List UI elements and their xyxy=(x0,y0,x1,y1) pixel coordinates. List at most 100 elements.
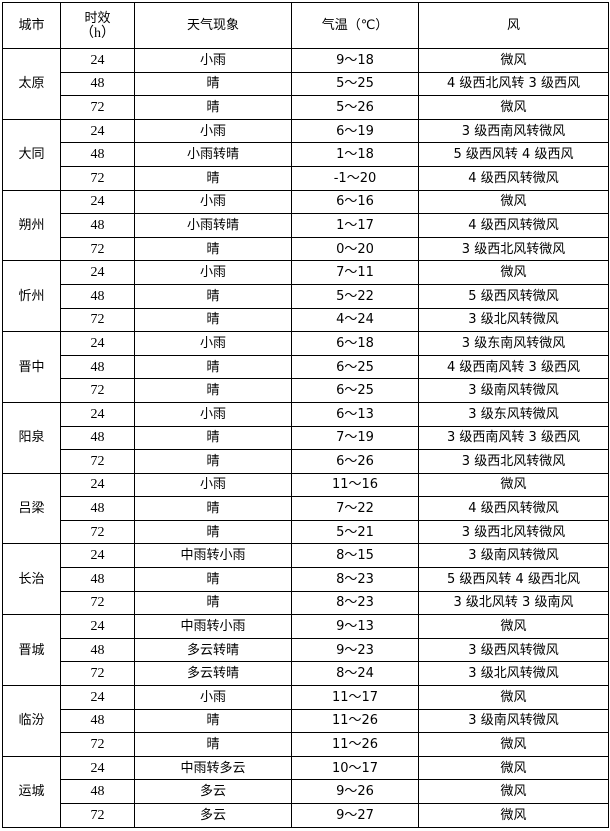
wind-cell: 微风 xyxy=(418,779,609,804)
wind-cell: 微风 xyxy=(418,260,609,285)
weather-cell: 小雨 xyxy=(134,48,292,73)
table-row: 大同 24 小雨 6～19 3 级西南风转微风 xyxy=(2,118,609,191)
temp-cell: 11～26 xyxy=(291,708,419,734)
wind-cell: 3 级西北风转微风 xyxy=(418,236,609,262)
header-weather: 天气现象 xyxy=(134,2,292,49)
lead-cell: 24 xyxy=(60,614,135,639)
temp-cell: 9～26 xyxy=(291,779,419,804)
lead-cell: 72 xyxy=(60,732,135,757)
temp-cell: 7～19 xyxy=(291,425,419,451)
wind-cell: 4 级西南风转 3 级西风 xyxy=(418,354,609,380)
lead-cell: 48 xyxy=(60,142,135,167)
lead-cell: 72 xyxy=(60,378,135,403)
temp-cell: 1～18 xyxy=(291,142,419,167)
weather-cell: 晴 xyxy=(134,378,292,403)
lead-cell: 48 xyxy=(60,425,135,451)
table-row: 72 晴 5～26 微风 xyxy=(3,95,609,120)
table-row: 长治 24 中雨转小雨 8～15 3 级南风转微风 xyxy=(2,543,609,616)
wind-cell: 微风 xyxy=(418,95,609,120)
wind-cell: 微风 xyxy=(418,48,609,73)
wind-cell: 3 级南风转微风 xyxy=(418,378,609,403)
lead-cell: 24 xyxy=(60,685,135,710)
lead-cell: 48 xyxy=(60,779,135,804)
table-row: 48 小雨转晴 1～17 4 级西风转微风 xyxy=(3,213,609,238)
lead-cell: 48 xyxy=(60,637,135,663)
table-row: 72 晴 4～24 3 级北风转微风 xyxy=(3,307,609,333)
temp-cell: 6～19 xyxy=(291,118,419,144)
weather-cell: 小雨 xyxy=(134,260,292,285)
wind-cell: 3 级西南风转 3 级西风 xyxy=(418,425,609,451)
table-row: 48 晴 5～25 4 级西北风转 3 级西风 xyxy=(3,71,609,97)
wind-cell: 3 级西北风转微风 xyxy=(418,519,609,545)
lead-cell: 24 xyxy=(60,543,135,569)
temp-cell: 6～25 xyxy=(291,354,419,380)
weather-cell: 晴 xyxy=(134,496,292,521)
table-row: 72 晴 -1～20 4 级西风转微风 xyxy=(3,165,609,191)
weather-cell: 多云 xyxy=(134,779,292,804)
wind-cell: 4 级西北风转 3 级西风 xyxy=(418,71,609,97)
weather-cell: 中雨转小雨 xyxy=(134,543,292,569)
weather-cell: 小雨 xyxy=(134,472,292,498)
table-row: 吕梁 24 小雨 11～16 微风 xyxy=(2,472,609,545)
temp-cell: 11～17 xyxy=(291,685,419,710)
weather-cell: 晴 xyxy=(134,283,292,309)
wind-cell: 微风 xyxy=(418,614,609,639)
weather-cell: 晴 xyxy=(134,708,292,734)
weather-cell: 中雨转多云 xyxy=(134,755,292,781)
wind-cell: 3 级北风转微风 xyxy=(418,661,609,687)
city-cell: 吕梁 xyxy=(2,472,61,545)
temp-cell: 7～22 xyxy=(291,496,419,521)
temp-cell: 6～18 xyxy=(291,331,419,356)
header-city: 城市 xyxy=(2,2,61,49)
temp-cell: 8～23 xyxy=(291,590,419,616)
city-cell: 阳泉 xyxy=(2,401,61,474)
table-row: 72 晴 0～20 3 级西北风转微风 xyxy=(3,236,609,262)
lead-cell: 72 xyxy=(60,307,135,333)
temp-cell: 8～15 xyxy=(291,543,419,569)
temp-cell: 5～22 xyxy=(291,283,419,309)
city-cell: 运城 xyxy=(2,755,61,828)
temp-cell: 1～17 xyxy=(291,213,419,238)
wind-cell: 微风 xyxy=(418,685,609,710)
temp-cell: 5～25 xyxy=(291,71,419,97)
table-row: 48 晴 8～23 5 级西风转 4 级西北风 xyxy=(3,567,609,592)
wind-cell: 3 级西风转微风 xyxy=(418,637,609,663)
wind-cell: 3 级东南风转微风 xyxy=(418,331,609,356)
city-cell: 大同 xyxy=(2,118,61,191)
weather-cell: 晴 xyxy=(134,519,292,545)
header-temp: 气温（℃） xyxy=(291,2,419,49)
city-cell: 忻州 xyxy=(2,260,61,333)
city-cell: 朔州 xyxy=(2,189,61,262)
table-row: 阳泉 24 小雨 6～13 3 级东风转微风 xyxy=(2,401,609,474)
table-row: 48 晴 5～22 5 级西风转微风 xyxy=(3,283,609,309)
city-cell: 长治 xyxy=(2,543,61,616)
lead-cell: 72 xyxy=(60,95,135,120)
temp-cell: 11～16 xyxy=(291,472,419,498)
weather-cell: 多云转晴 xyxy=(134,637,292,663)
weather-cell: 晴 xyxy=(134,567,292,592)
weather-cell: 小雨转晴 xyxy=(134,213,292,238)
table-row: 太原 24 小雨 9～18 微风 xyxy=(2,48,609,120)
city-cell: 晋中 xyxy=(2,331,61,403)
lead-cell: 24 xyxy=(60,472,135,498)
weather-cell: 晴 xyxy=(134,165,292,191)
weather-cell: 小雨 xyxy=(134,401,292,427)
wind-cell: 微风 xyxy=(418,803,609,828)
wind-cell: 微风 xyxy=(418,189,609,215)
city-cell: 太原 xyxy=(2,48,61,120)
lead-cell: 72 xyxy=(60,165,135,191)
weather-cell: 小雨 xyxy=(134,189,292,215)
temp-cell: 6～13 xyxy=(291,401,419,427)
weather-cell: 晴 xyxy=(134,425,292,451)
table-row: 48 晴 7～19 3 级西南风转 3 级西风 xyxy=(3,425,609,451)
wind-cell: 微风 xyxy=(418,755,609,781)
temp-cell: 8～24 xyxy=(291,661,419,687)
weather-cell: 晴 xyxy=(134,354,292,380)
header-row: 城市 时效 （h） 天气现象 气温（℃） 风 xyxy=(2,2,609,49)
wind-cell: 微风 xyxy=(418,472,609,498)
table-row: 48 晴 7～22 4 级西风转微风 xyxy=(3,496,609,521)
weather-cell: 多云转晴 xyxy=(134,661,292,687)
temp-cell: 6～25 xyxy=(291,378,419,403)
wind-cell: 4 级西风转微风 xyxy=(418,213,609,238)
wind-cell: 5 级西风转 4 级西北风 xyxy=(418,567,609,592)
